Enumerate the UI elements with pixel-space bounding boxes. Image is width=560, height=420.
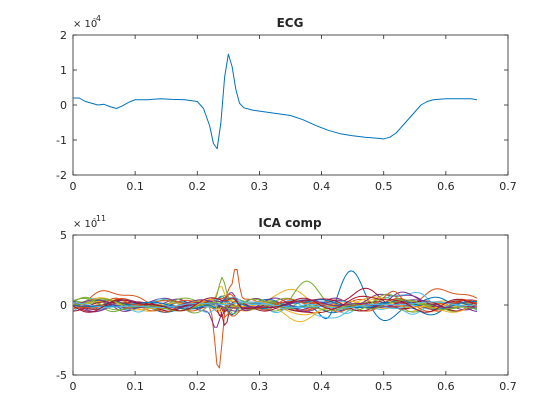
ecg-y-tick-label: 1 (60, 64, 67, 77)
ica-y-tick-label: 0 (60, 299, 67, 312)
ica-x-tick-label: 0.7 (499, 380, 517, 393)
ica-x-tick-label: 0.5 (375, 380, 393, 393)
ica-series-group (72, 268, 478, 369)
ecg-x-tick-label: 0 (70, 180, 77, 193)
ecg-x-tick-label: 0.5 (375, 180, 393, 193)
ecg-y-tick-label: 0 (60, 99, 67, 112)
ecg-ticks: 0 0.1 0.2 0.3 0.4 0.5 0.6 0.7 -2 -1 0 1 2 (56, 29, 517, 193)
ica-subplot: 0 0.1 0.2 0.3 0.4 0.5 0.6 0.7-505 ICA comp × 10… (56, 214, 517, 393)
ecg-x-tick-label: 0.2 (189, 180, 207, 193)
ica-y-tick-label: 5 (60, 229, 67, 242)
ecg-series-group (73, 53, 478, 150)
ica-ticks: 0 0.1 0.2 0.3 0.4 0.5 0.6 0.7-505 (56, 229, 517, 393)
ecg-y-tick-label: 2 (60, 29, 67, 42)
ica-component-line (72, 301, 477, 309)
ica-x-tick-label: 0.6 (437, 380, 455, 393)
ica-component-line (72, 297, 478, 315)
ica-title: ICA comp (258, 216, 322, 230)
ica-x-tick-label: 0.2 (189, 380, 207, 393)
ecg-title: ECG (277, 16, 304, 30)
ica-y-tick-label: -5 (56, 369, 67, 382)
ica-y-exponent: × 10 -11 (73, 214, 106, 230)
ecg-y-tick-label: -1 (56, 134, 67, 147)
ecg-x-tick-label: 0.7 (499, 180, 517, 193)
ica-component-line (72, 290, 477, 313)
ecg-subplot: 0 0.1 0.2 0.3 0.4 0.5 0.6 0.7 -2 -1 0 1 2 ECG × 10 -… (56, 14, 517, 193)
ecg-x-tick-label: 0.6 (437, 180, 455, 193)
ecg-series-line (73, 53, 478, 150)
ecg-x-tick-label: 0.1 (126, 180, 144, 193)
ica-x-tick-label: 0 (70, 380, 77, 393)
ica-exponent-power: -11 (93, 214, 106, 223)
ecg-x-tick-label: 0.3 (251, 180, 269, 193)
ica-exponent-base: × 10 (73, 219, 97, 230)
ica-x-tick-label: 0.4 (313, 380, 331, 393)
ica-x-tick-label: 0.3 (251, 380, 269, 393)
ecg-y-tick-label: -2 (56, 169, 67, 182)
ecg-exponent-power: -4 (93, 14, 101, 23)
ecg-exponent-base: × 10 (73, 19, 97, 30)
ecg-axes-box (72, 34, 509, 176)
ecg-y-exponent: × 10 -4 (73, 14, 101, 30)
ica-component-line (72, 295, 478, 313)
ica-x-tick-label: 0.1 (126, 380, 144, 393)
ecg-x-tick-label: 0.4 (313, 180, 331, 193)
